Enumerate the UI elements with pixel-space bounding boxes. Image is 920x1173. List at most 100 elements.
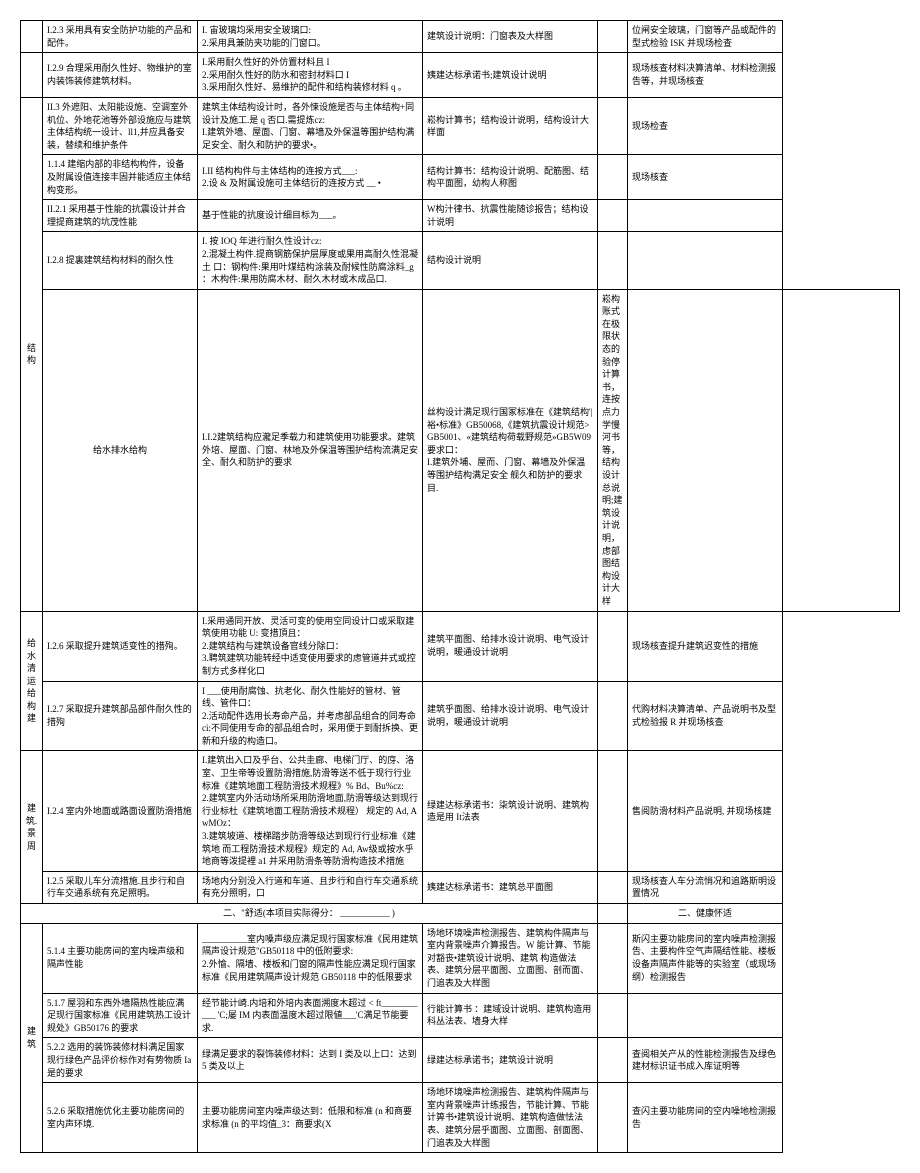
table-row: 5.2.2 选用的装饰装修材料满足国家现行绿色产品评价标作对有势物质 Ia 是的…: [21, 1038, 900, 1083]
drawing-cell: 建筑乎面图、给排水设计说明、电气设计说明，暖通设计说明: [423, 681, 598, 751]
table-row: 给水清运给构 建I.2.6 采取提升建筑适变性的措殉。I.采用通同开放、灵活可变…: [21, 611, 900, 681]
note-cell: [598, 923, 628, 993]
item-cell: 5.2.6 采取措施优化主要功能房间的室内声环境.: [43, 1083, 198, 1153]
criteria-cell: I.采用耐久性好的外仿置材料且 I2.采用耐久性好的防水和密封材料口 I3.采用…: [198, 53, 423, 98]
table-row: 5.1.7 屋羽和东西外墙隔热性能应满足现行国家标准《民用建筑热工设计规处》GB…: [21, 993, 900, 1038]
note-cell: [598, 200, 628, 232]
spec-table: I.2.3 采用具有安全防护功能的产品和配件。I. 宙玻璃均采用安全玻璃口:2.…: [20, 20, 900, 1153]
table-row: 5.2.6 采取措施优化主要功能房间的室内声环境.主要功能房间室内噪声级达到：低…: [21, 1083, 900, 1153]
criteria-cell: I. 按 IOQ 年进行耐久性设计cz:2.混凝土构件.提商钢筋保护层厚度或果用…: [198, 232, 423, 289]
drawing-cell: 姨建达标承诺书：建筑总平面图: [423, 871, 598, 903]
check-cell: 现场核查材料决算清单、材料检测报告等，并现场核查: [628, 53, 783, 98]
check-cell: 现场核查提升建筑迟变性的措施: [628, 611, 783, 681]
drawing-cell: 场地环境噪声检测报告、建筑构件隔声与室内背景噪声计练报告，节能计算、节能计箅书•…: [423, 1083, 598, 1153]
criteria-cell: __________室内嗓声级应满足现行国家标准《民用建筑隔声设计规范"GB50…: [198, 923, 423, 993]
item-cell: I.2.6 采取提升建筑适变性的措殉。: [43, 611, 198, 681]
item-cell: 5.2.2 选用的装饰装修材料满足国家现行绿色产品评价标作对有势物质 Ia 是的…: [43, 1038, 198, 1083]
note-cell: [598, 21, 628, 53]
table-row: 建筑5.1.4 主要功能房间的室内噪声级和隔声性能__________室内嗓声级…: [21, 923, 900, 993]
table-row: I.2.5 采取儿车分流措施.且步行和自行车交通系统有充足照明。场地内分别没入行…: [21, 871, 900, 903]
gap-cell: [598, 904, 628, 924]
criteria-cell: I ___使用耐腐蚀、抗老化、耐久性能好的管材、管线、管件口：2.活动配件选用长…: [198, 681, 423, 751]
drawing-cell: W构汁律书、抗震性能随诊报告；结构设计说明: [423, 200, 598, 232]
item-cell: I.2.7 采取提升建筑部品部件耐久性的措殉: [43, 681, 198, 751]
check-cell: [628, 993, 783, 1038]
table-row: 1.1.4 建缩内部的非结构构件，设备及附属设值连接丰固并能适应主体结构变形。I…: [21, 155, 900, 200]
category-cell: 建筑.景周: [21, 751, 43, 904]
note-cell: [598, 53, 628, 98]
check-cell: 代购材料决算清单、产品说明书及型式检验报 R 并现场核查: [628, 681, 783, 751]
check-cell: [783, 289, 900, 611]
criteria-cell: 建筑主体结构设计时，各外悚设施是否与主体结构+同设计及施工.是 q 否口.需提炼…: [198, 97, 423, 154]
note-cell: [598, 751, 628, 871]
drawing-cell: 建筑平面图、给排水设计说明、电气设计说明，暖通设计说明: [423, 611, 598, 681]
item-cell: I.2.3 采用具有安全防护功能的产品和配件。: [43, 21, 198, 53]
note-cell: [598, 871, 628, 903]
item-cell: II.3 外遮阳、太阳能设施、空调室外机位、外地花池等外部设施应与建筑主体结构统…: [43, 97, 198, 154]
check-cell: 查阅相关产从的性能检测报告及绿色建材标识证书成入库证明等: [628, 1038, 783, 1083]
table-row: 建筑.景周I.2.4 室内外地面或路面设置防滑措施I.建筑出入口及乎台、公共圭廊…: [21, 751, 900, 871]
category-cell: 给水清运给构 建: [21, 611, 43, 751]
criteria-cell: I.采用通同开放、灵活可变的使用空同设计口或采取建筑使用功能 U: 变措頂且：2…: [198, 611, 423, 681]
section-header-left: 二、"舒适(本项目实际得分： ___________ ): [21, 904, 598, 924]
item-cell: 5.1.4 主要功能房间的室内噪声级和隔声性能: [43, 923, 198, 993]
item-cell: 5.1.7 屋羽和东西外墙隔热性能应满足现行国家标准《民用建筑热工设计规处》GB…: [43, 993, 198, 1038]
check-cell: 斯闪主要功能房问的室内噪声检测报告、主要构件空气声隔结性能、楼板设备声隔声件能等…: [628, 923, 783, 993]
note-cell: [598, 611, 628, 681]
table-row: I.2.9 合理采用耐久性好、物维护的室内装饰装修建筑材料。I.采用耐久性好的外…: [21, 53, 900, 98]
table-row: 给水排水给构I.I.2建筑结构应瀧足季载力和建筑使用功能要求。建筑外培、屋面、门…: [21, 289, 900, 611]
criteria-cell: 主要功能房间室内噪声级达到：低限和标准 (n 和商要求标准 (n 的平均值_3：…: [198, 1083, 423, 1153]
note-cell: [598, 1083, 628, 1153]
drawing-cell: 建筑设计说明：门窗表及大样图: [423, 21, 598, 53]
item-cell: 1.1.4 建缩内部的非结构构件，设备及附属设值连接丰固并能适应主体结构变形。: [43, 155, 198, 200]
check-cell: 现场核查人车分流悄况和追路斯明设置情况: [628, 871, 783, 903]
note-cell: [628, 289, 783, 611]
table-row: 二、"舒适(本项目实际得分： ___________ ) 二、健康怀适: [21, 904, 900, 924]
drawing-cell: 绿建达标承诺书：柒筑设计说明、建筑构造是用 It法表: [423, 751, 598, 871]
check-cell: 现场检查: [628, 97, 783, 154]
criteria-cell: 经节能计崎.内培和外培内表面溯度木超过 < ft___________ 'C;屡…: [198, 993, 423, 1038]
criteria-cell: I. 宙玻璃均采用安全玻璃口:2.采用具兼防夹功能的门窗口。: [198, 21, 423, 53]
drawing-cell: 崧构计算书；结构设计说明，结构设计大样面: [423, 97, 598, 154]
criteria-cell: 绿满足要求的裂饰装修材料：达到 I 类及以上口：达到 5 类及以上: [198, 1038, 423, 1083]
category-cell: [21, 21, 43, 53]
table-row: I.2.7 采取提升建筑部品部件耐久性的措殉I ___使用耐腐蚀、抗老化、耐久性…: [21, 681, 900, 751]
drawing-cell: 行能计算书 ：建域设计说明、建筑构造用科丛法表、墙身大样: [423, 993, 598, 1038]
criteria-cell: I.II 结构构件与主体结构的连按方式___:2.设 & 及附属设施可主体结衍的…: [198, 155, 423, 200]
item-cell: II.2.1 采用基于性能的抗震设计并合理提商建筑的坑茂性能: [43, 200, 198, 232]
item-cell: I.2.4 室内外地面或路面设置防滑措施: [43, 751, 198, 871]
category-cell: 建筑: [21, 923, 43, 1153]
item-cell: I.2.5 采取儿车分流措施.且步行和自行车交通系统有充足照明。: [43, 871, 198, 903]
section-header-right: 二、健康怀适: [628, 904, 783, 924]
check-cell: 位闸安全玻璃，门窗等产品或配件的型式检验 ISK 并现场检查: [628, 21, 783, 53]
criteria-cell: 基于性能的抗度设计细目标为___。: [198, 200, 423, 232]
table-row: I.2.8 提裏建筑结构材料的耐久性I. 按 IOQ 年进行耐久性设计cz:2.…: [21, 232, 900, 289]
drawing-cell: 场地环境噪声检测报告、建筑构件隔声与室内背景噪声介算报告。W 能计算、节能对豁丧…: [423, 923, 598, 993]
drawing-cell: 绿建达标承诺书；建筑设计说明: [423, 1038, 598, 1083]
criteria-cell: I.建筑出入口及乎台、公共圭廊、电梯门厅、的庌、洛室、卫生帝等设置防滑措施,防滑…: [198, 751, 423, 871]
check-cell: [628, 232, 783, 289]
category-cell: 结构: [21, 97, 43, 611]
check-cell: 现场核查: [628, 155, 783, 200]
drawing-cell: 崧构账式在极限状态的验停计算书，连按点力学慢河书等，结构设计总说明;建筑设计说明…: [598, 289, 628, 611]
check-cell: [628, 200, 783, 232]
category-cell: [21, 53, 43, 98]
table-row: II.2.1 采用基于性能的抗震设计并合理提商建筑的坑茂性能基于性能的抗度设计细…: [21, 200, 900, 232]
note-cell: [598, 681, 628, 751]
note-cell: [598, 232, 628, 289]
note-cell: [598, 1038, 628, 1083]
drawing-cell: 结构计算书：结构设计说明、配筋图、结构平面图，幼构人称图: [423, 155, 598, 200]
note-cell: [598, 993, 628, 1038]
check-cell: 查闪主要功能房间的空内噪地检测报告: [628, 1083, 783, 1153]
table-row: I.2.3 采用具有安全防护功能的产品和配件。I. 宙玻璃均采用安全玻璃口:2.…: [21, 21, 900, 53]
table-row: 结构II.3 外遮阳、太阳能设施、空调室外机位、外地花池等外部设施应与建筑主体结…: [21, 97, 900, 154]
criteria-cell: 丝构设计满足现行国冢标准在《建筑结构'|裕•标准》GB50068,《建筑抗震设计…: [423, 289, 598, 611]
item-cell: I.I.2建筑结构应瀧足季载力和建筑使用功能要求。建筑外培、屋面、门窗、林地及外…: [198, 289, 423, 611]
criteria-cell: 场地内分别没入行道和车道、且步行和自行车交通系统有充分照明，口: [198, 871, 423, 903]
drawing-cell: 姨建达标承诺书;建筑设计说明: [423, 53, 598, 98]
item-cell: I.2.8 提裏建筑结构材料的耐久性: [43, 232, 198, 289]
item-cell: I.2.9 合理采用耐久性好、物维护的室内装饰装修建筑材料。: [43, 53, 198, 98]
check-cell: 售阅防滑材料产品说明, 并现场核建: [628, 751, 783, 871]
note-cell: [598, 155, 628, 200]
note-cell: [598, 97, 628, 154]
